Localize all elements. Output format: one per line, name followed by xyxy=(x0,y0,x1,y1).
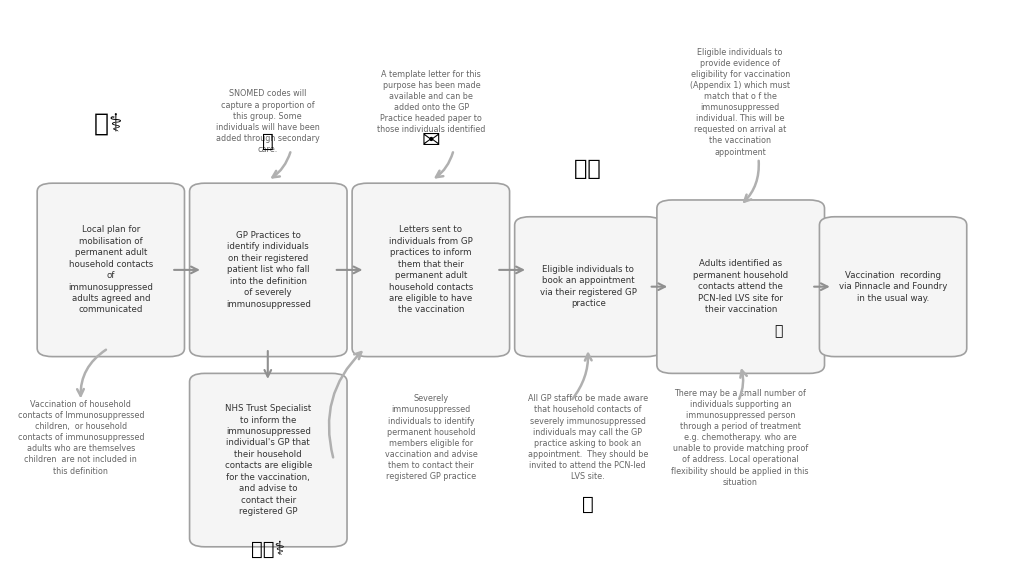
Text: All GP staff to be made aware
that household contacts of
severely immunosuppress: All GP staff to be made aware that house… xyxy=(527,394,648,481)
Text: A template letter for this
purpose has been made
available and can be
added onto: A template letter for this purpose has b… xyxy=(377,70,485,135)
Text: Severely
immunosuppressed
individuals to identify
permanent household
members el: Severely immunosuppressed individuals to… xyxy=(385,394,478,481)
Text: 👩‍⚕️: 👩‍⚕️ xyxy=(94,113,123,136)
Text: 🧑‍💼: 🧑‍💼 xyxy=(574,159,601,179)
Text: Letters sent to
individuals from GP
practices to inform
them that their
permanen: Letters sent to individuals from GP prac… xyxy=(389,225,473,315)
FancyBboxPatch shape xyxy=(819,217,967,356)
Text: Vaccination  recording
via Pinnacle and Foundry
in the usual way.: Vaccination recording via Pinnacle and F… xyxy=(839,271,947,303)
FancyBboxPatch shape xyxy=(656,200,824,373)
Text: Adults identified as
permanent household
contacts attend the
PCN-led LVS site fo: Adults identified as permanent household… xyxy=(693,260,788,314)
Text: NHS Trust Specialist
to inform the
immunosuppressed
individual's GP that
their h: NHS Trust Specialist to inform the immun… xyxy=(224,404,312,516)
Text: There may be a small number of
individuals supporting an
immunosuppressed person: There may be a small number of individua… xyxy=(672,389,809,486)
FancyBboxPatch shape xyxy=(515,217,662,356)
Text: Eligible individuals to
book an appointment
via their registered GP
practice: Eligible individuals to book an appointm… xyxy=(540,265,637,309)
Text: Local plan for
mobilisation of
permanent adult
household contacts
of
immunosuppr: Local plan for mobilisation of permanent… xyxy=(69,225,154,315)
Text: ✉️: ✉️ xyxy=(422,131,440,151)
Text: Eligible individuals to
provide evidence of
eligibility for vaccination
(Appendi: Eligible individuals to provide evidence… xyxy=(690,48,791,157)
FancyBboxPatch shape xyxy=(189,373,347,547)
FancyBboxPatch shape xyxy=(352,183,510,356)
Text: 💉: 💉 xyxy=(774,324,783,338)
Text: 👩🏿‍⚕️: 👩🏿‍⚕️ xyxy=(251,540,285,559)
Text: 📞: 📞 xyxy=(582,495,594,515)
FancyBboxPatch shape xyxy=(189,183,347,356)
Text: GP Practices to
identify individuals
on their registered
patient list who fall
i: GP Practices to identify individuals on … xyxy=(226,231,310,309)
Text: SNOMED codes will
capture a proportion of
this group. Some
individuals will have: SNOMED codes will capture a proportion o… xyxy=(216,90,319,154)
Text: 👥: 👥 xyxy=(262,132,273,151)
FancyBboxPatch shape xyxy=(37,183,184,356)
Text: Vaccination of household
contacts of Immunosuppressed
children,  or household
co: Vaccination of household contacts of Imm… xyxy=(17,400,144,476)
